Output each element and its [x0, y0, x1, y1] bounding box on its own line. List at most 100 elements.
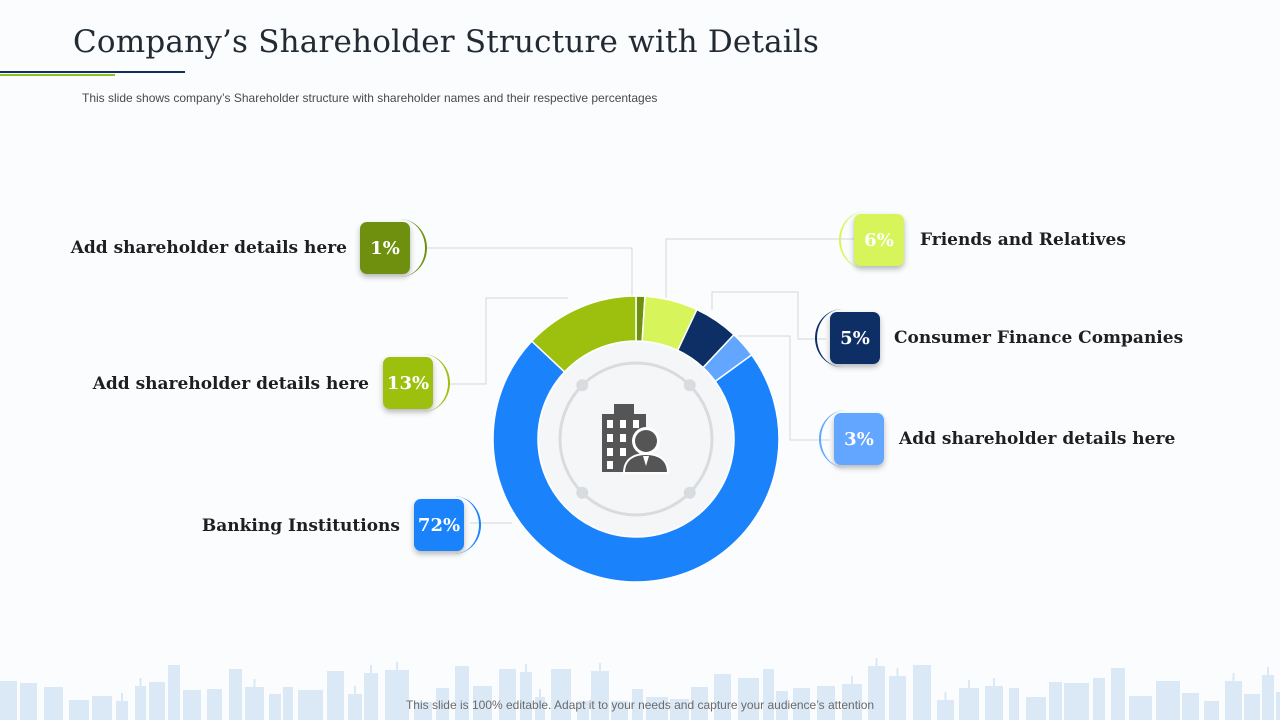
donut-slice-s6	[530, 295, 637, 373]
skyline-building	[414, 702, 432, 720]
connector-line	[711, 291, 826, 340]
badge-bracket	[373, 219, 427, 277]
value-badge-s4: 3%	[834, 413, 884, 465]
skyline-building	[1129, 696, 1152, 720]
ring-dot	[683, 486, 696, 499]
connector-line	[448, 297, 568, 385]
skyline-building	[364, 665, 378, 720]
value-badge-s6: 13%	[383, 357, 433, 409]
skyline-building	[20, 683, 37, 720]
skyline-building	[959, 680, 979, 720]
slice-label-s1: Add shareholder details here	[70, 238, 347, 258]
skyline-building	[763, 669, 774, 720]
skyline-building	[1009, 688, 1019, 720]
skyline-building	[1182, 693, 1199, 720]
skyline-building	[69, 700, 89, 720]
skyline-building	[183, 690, 201, 720]
connector-line	[665, 238, 856, 298]
skyline-building	[1093, 678, 1105, 720]
skyline-building	[577, 701, 589, 720]
skyline-building	[889, 668, 906, 720]
skyline-building	[149, 682, 165, 720]
skyline-building	[44, 687, 63, 720]
skyline-building	[116, 693, 128, 720]
building-person-icon	[602, 404, 670, 474]
badge-bracket	[819, 410, 873, 468]
skyline-building	[0, 681, 17, 720]
skyline-building	[1026, 697, 1046, 720]
slice-label-s6: Add shareholder details here	[92, 374, 369, 394]
badge-bracket	[839, 211, 893, 269]
skyline-building	[1276, 692, 1280, 720]
skyline-building	[1204, 701, 1219, 720]
skyline-building	[738, 678, 759, 720]
connector-line	[738, 335, 830, 441]
skyline-building	[1225, 673, 1242, 720]
skyline-building	[269, 694, 281, 720]
value-badge-s3: 5%	[830, 312, 880, 364]
skyline-building	[535, 689, 545, 720]
person-icon	[622, 427, 670, 474]
inner-ring	[558, 361, 714, 517]
skyline-building	[1064, 683, 1089, 720]
page-title: Company’s Shareholder Structure with Det…	[73, 24, 820, 60]
badge-bracket	[427, 496, 481, 554]
skyline-building	[327, 671, 344, 720]
value-badge-s1: 1%	[360, 222, 410, 274]
skyline-building	[842, 676, 862, 720]
skyline-building	[793, 688, 810, 720]
skyline-building	[937, 692, 954, 720]
ring-dot	[576, 379, 589, 392]
skyline-building	[207, 689, 222, 720]
skyline-building	[611, 701, 628, 720]
value-badge-s5: 72%	[414, 499, 464, 551]
city-skyline	[0, 658, 1280, 720]
donut-slice-s5	[492, 340, 780, 583]
skyline-building	[670, 699, 689, 720]
skyline-building	[714, 674, 731, 720]
skyline-building	[1111, 668, 1125, 720]
skyline-building	[985, 678, 1003, 720]
skyline-building	[1156, 681, 1180, 720]
skyline-building	[520, 664, 532, 720]
connector-lines	[425, 238, 856, 524]
connector-line	[425, 247, 633, 296]
skyline-building	[436, 688, 449, 720]
footer-note: This slide is 100% editable. Adapt it to…	[405, 698, 875, 712]
skyline-building	[691, 687, 708, 720]
skyline-building	[499, 669, 516, 720]
title-rule-dark	[0, 71, 185, 73]
skyline-building	[913, 665, 931, 720]
slice-label-s2: Friends and Relatives	[920, 230, 1126, 250]
skyline-building	[385, 662, 409, 720]
badge-bracket	[396, 354, 450, 412]
page-subtitle: This slide shows company’s Shareholder s…	[82, 91, 658, 105]
skyline-building	[646, 697, 668, 720]
skyline-building	[817, 686, 835, 720]
slice-label-s5: Banking Institutions	[201, 516, 400, 536]
skyline-building	[1262, 667, 1274, 720]
skyline-building	[348, 686, 362, 720]
skyline-building	[168, 665, 180, 720]
skyline-building	[298, 690, 323, 720]
skyline-building	[551, 669, 571, 720]
skyline-building	[473, 686, 492, 720]
skyline-building	[868, 658, 885, 720]
skyline-building	[92, 696, 112, 720]
skyline-building	[632, 689, 643, 720]
slice-label-s3: Consumer Finance Companies	[894, 328, 1184, 348]
skyline-building	[283, 687, 293, 720]
skyline-building	[135, 678, 146, 720]
ring-dot	[683, 379, 696, 392]
skyline-building	[591, 663, 609, 720]
title-rule-green	[0, 74, 115, 76]
skyline-building	[1049, 682, 1062, 720]
skyline-building	[1244, 694, 1260, 720]
value-badge-s2: 6%	[854, 214, 904, 266]
skyline-building	[455, 666, 469, 720]
ring-dot	[576, 486, 589, 499]
skyline-building	[245, 679, 264, 720]
badge-bracket	[815, 309, 869, 367]
slice-label-s4: Add shareholder details here	[899, 429, 1176, 449]
